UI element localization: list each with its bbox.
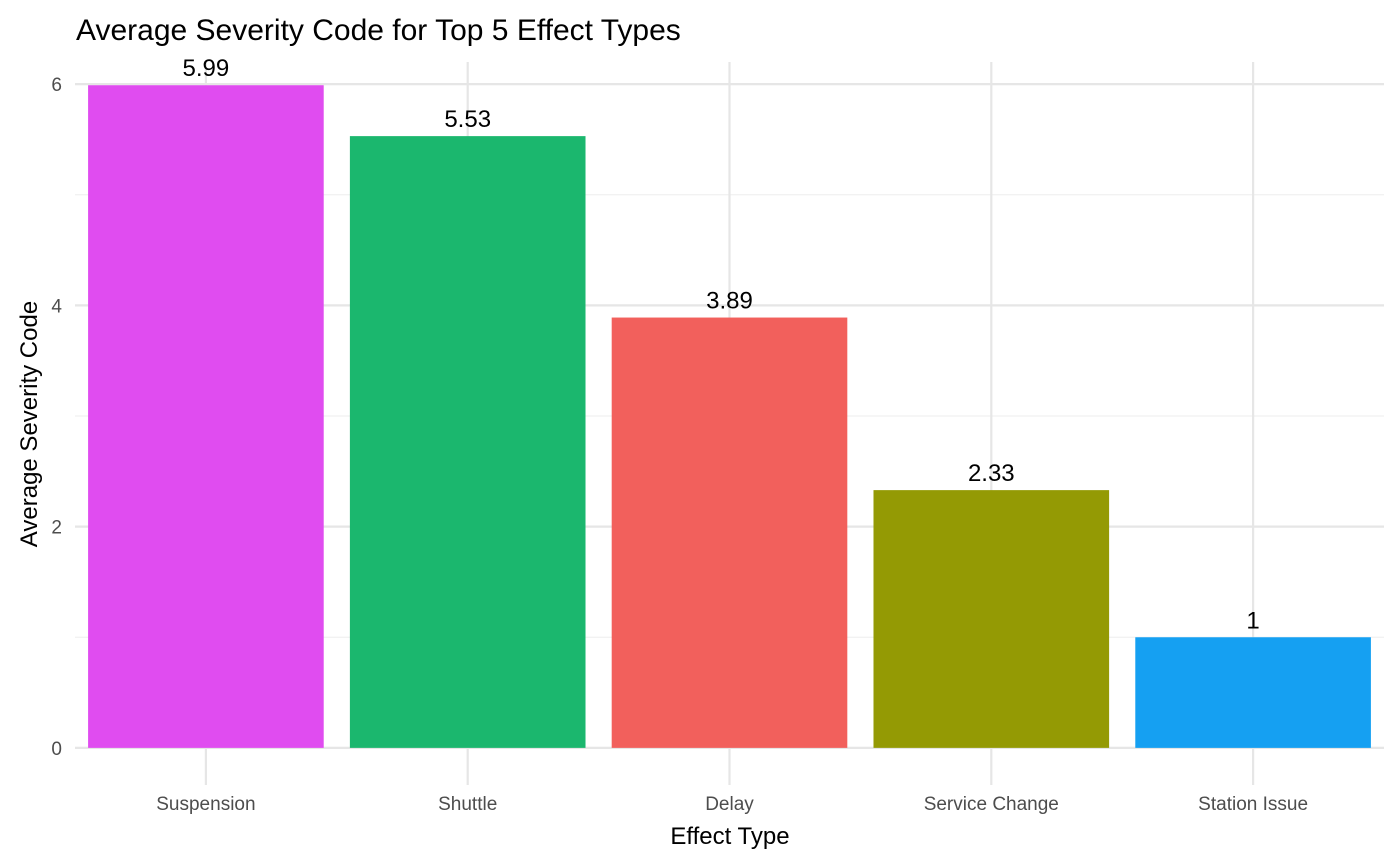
y-tick-label: 4: [51, 296, 62, 317]
data-label: 3.89: [706, 288, 753, 315]
bars: [88, 85, 1371, 748]
y-tick-label: 2: [51, 518, 62, 539]
x-axis-ticks: Suspension Shuttle Delay Service Change Stat…: [156, 794, 1308, 815]
x-tick-label: Shuttle: [438, 794, 497, 815]
bar-delay: [611, 317, 848, 748]
y-axis-title: Average Severity Code: [16, 301, 43, 547]
y-tick-label: 6: [51, 75, 62, 96]
x-tick-label: Service Change: [924, 794, 1059, 815]
bar-station-issue: [1135, 637, 1371, 748]
y-axis-ticks: 0 2 4 6: [51, 75, 62, 760]
x-axis-title: Effect Type: [670, 823, 789, 850]
data-label: 1: [1246, 607, 1259, 634]
bar-suspension: [88, 85, 324, 748]
data-label: 5.53: [444, 106, 491, 133]
x-tick-label: Suspension: [156, 794, 255, 815]
bar-service-change: [873, 490, 1110, 748]
data-label: 2.33: [968, 460, 1015, 487]
data-labels: 5.99 5.53 3.89 2.33 1: [183, 55, 1260, 634]
chart-title: Average Severity Code for Top 5 Effect T…: [76, 14, 681, 47]
data-label: 5.99: [183, 55, 230, 82]
x-tick-label: Delay: [705, 794, 754, 815]
bar-shuttle: [349, 136, 586, 748]
x-tick-label: Station Issue: [1198, 794, 1308, 815]
y-tick-label: 0: [51, 739, 62, 760]
